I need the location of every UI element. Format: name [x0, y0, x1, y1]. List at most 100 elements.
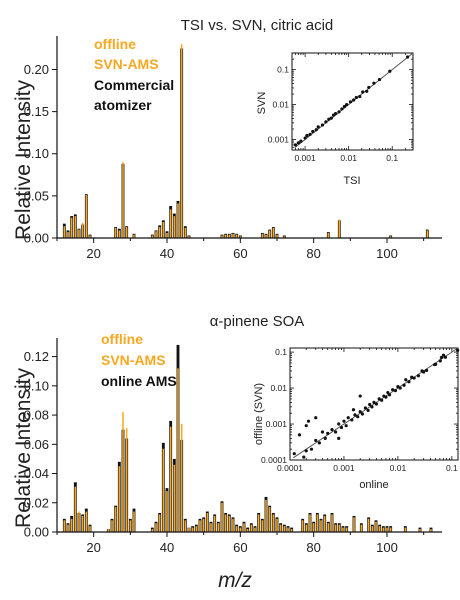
bar-offline-svn-ams — [261, 520, 264, 532]
bar-offline-svn-ams — [338, 219, 341, 238]
bar-offline-svn-ams — [283, 236, 286, 238]
bar-offline-svn-ams — [283, 526, 286, 532]
y-tick-label: 0.10 — [24, 146, 49, 161]
inset-point — [422, 370, 426, 374]
bar-offline-svn-ams — [81, 222, 84, 238]
bar-offline-svn-ams — [217, 523, 220, 532]
inset-point — [309, 447, 314, 451]
bar-offline-svn-ams — [166, 232, 168, 238]
inset-y-tick-label: 0.1 — [275, 347, 287, 357]
y-tick-label: 0.02 — [24, 495, 49, 510]
bar-offline-svn-ams — [338, 524, 341, 532]
inset-point — [352, 98, 356, 102]
bar-offline-svn-ams — [279, 524, 282, 532]
inset-point — [380, 398, 384, 402]
bar-offline-svn-ams — [426, 230, 429, 238]
bar-offline-svn-ams — [67, 524, 69, 532]
inset-point — [323, 436, 327, 440]
inset-point — [314, 416, 318, 420]
bar-offline-svn-ams — [430, 529, 432, 532]
bar-offline-svn-ams — [320, 520, 322, 532]
bar-offline-svn-ams — [235, 526, 238, 532]
bar-offline-svn-ams — [81, 515, 84, 532]
y-tick-label: 0.00 — [24, 231, 49, 246]
inset-point — [416, 374, 421, 378]
x-tick-label: 100 — [376, 246, 398, 261]
bar-offline-svn-ams — [246, 529, 249, 532]
bar-offline-svn-ams — [74, 486, 77, 532]
bar-offline-svn-ams — [232, 233, 234, 238]
inset-point — [441, 353, 446, 357]
bar-offline-svn-ams — [404, 527, 407, 532]
bar-offline-svn-ams — [221, 235, 223, 238]
bar-offline-svn-ams — [184, 520, 187, 532]
bar-offline-svn-ams — [367, 518, 370, 532]
bar-offline-svn-ams — [162, 448, 165, 532]
x-axis-label: m/z — [218, 569, 252, 592]
bar-offline-svn-ams — [232, 518, 234, 532]
bar-offline-svn-ams — [228, 515, 231, 532]
inset-x-tick-label: 0.1 — [386, 153, 398, 163]
bar-offline-svn-ams — [118, 230, 121, 238]
inset-point — [317, 441, 321, 445]
bar-offline-svn-ams — [180, 423, 183, 532]
y-tick-label: 0.04 — [24, 466, 49, 481]
inset-point — [410, 375, 414, 379]
x-tick-label: 40 — [160, 540, 174, 555]
inset-point — [302, 455, 306, 459]
inset-point — [358, 394, 362, 398]
inset-point — [412, 376, 416, 380]
bar-offline-svn-ams — [67, 232, 69, 238]
bar-offline-svn-ams — [257, 514, 260, 532]
legend: offline SVN-AMS online AMS — [101, 331, 177, 389]
x-tick-label: 80 — [306, 246, 320, 261]
legend-entry: offline — [101, 331, 143, 347]
inset-point — [424, 368, 429, 372]
inset-point — [366, 408, 370, 412]
bar-offline-svn-ams — [268, 507, 271, 532]
bar-offline-svn-ams — [70, 518, 73, 532]
bar-offline-svn-ams — [228, 234, 231, 238]
bar-offline-svn-ams — [133, 234, 135, 238]
bar-offline-svn-ams — [327, 232, 330, 238]
bar-offline-svn-ams — [371, 526, 374, 532]
bar-offline-svn-ams — [63, 226, 66, 238]
inset-point — [342, 419, 346, 423]
inset-point — [299, 139, 303, 143]
bar-offline-svn-ams — [89, 526, 91, 532]
inset-point — [443, 355, 448, 359]
panel-alpha-pinene: α-pinene SOA Relative Intensity 20 40 60 80… — [12, 313, 460, 555]
inset-point — [372, 81, 376, 85]
inset-point — [456, 348, 460, 352]
y-tick-label: 0.20 — [24, 62, 49, 77]
bar-offline-svn-ams — [107, 529, 110, 532]
inset-x-tick-label: 0.1 — [446, 463, 458, 473]
y-tick-label: 0.00 — [24, 525, 49, 540]
inset-point — [305, 133, 309, 138]
bar-offline-svn-ams — [155, 523, 157, 532]
bar-offline-svn-ams — [173, 464, 176, 532]
x-tick-label: 20 — [86, 246, 100, 261]
inset-point — [344, 424, 348, 428]
bar-offline-svn-ams — [419, 529, 421, 532]
legend-entry: SVN-AMS — [94, 56, 159, 72]
bar-offline-svn-ams — [213, 515, 216, 532]
bar-offline-svn-ams — [114, 507, 117, 532]
inset-point — [304, 449, 308, 453]
legend: offline SVN-AMS Commercial atomizer — [94, 36, 174, 113]
inset-point — [368, 402, 372, 407]
bar-offline-svn-ams — [250, 524, 253, 532]
inset-point — [354, 95, 358, 100]
bar-offline-svn-ams — [239, 236, 242, 238]
bar-offline-svn-ams — [125, 227, 128, 238]
bar-offline-svn-ams — [334, 524, 337, 532]
inset-point — [314, 128, 318, 132]
inset-point — [388, 69, 392, 73]
inset-point — [370, 405, 374, 409]
x-tick-label: 60 — [233, 246, 247, 261]
inset-y-tick-label: 0.01 — [270, 383, 287, 393]
x-tick-label: 100 — [376, 540, 398, 555]
inset-point — [374, 402, 379, 406]
inset-point — [311, 129, 315, 134]
